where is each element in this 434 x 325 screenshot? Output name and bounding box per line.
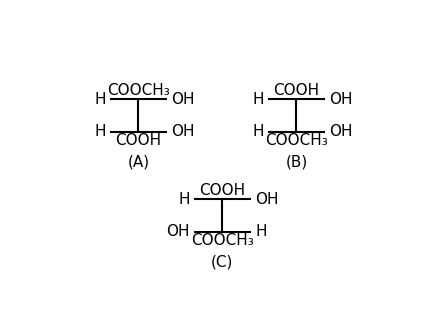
Text: COOCH₃: COOCH₃ bbox=[191, 233, 254, 248]
Text: OH: OH bbox=[329, 124, 352, 139]
Text: OH: OH bbox=[171, 124, 194, 139]
Text: H: H bbox=[252, 124, 264, 139]
Text: (A): (A) bbox=[127, 154, 149, 169]
Text: COOCH₃: COOCH₃ bbox=[265, 133, 328, 148]
Text: OH: OH bbox=[166, 224, 190, 239]
Text: COOH: COOH bbox=[273, 83, 319, 98]
Text: OH: OH bbox=[329, 92, 352, 107]
Text: H: H bbox=[178, 192, 190, 207]
Text: OH: OH bbox=[171, 92, 194, 107]
Text: H: H bbox=[255, 224, 266, 239]
Text: (C): (C) bbox=[211, 254, 233, 269]
Text: H: H bbox=[94, 92, 106, 107]
Text: COOH: COOH bbox=[199, 183, 246, 198]
Text: OH: OH bbox=[255, 192, 279, 207]
Text: (B): (B) bbox=[285, 154, 308, 169]
Text: COOH: COOH bbox=[115, 133, 161, 148]
Text: H: H bbox=[252, 92, 264, 107]
Text: H: H bbox=[94, 124, 106, 139]
Text: COOCH₃: COOCH₃ bbox=[107, 83, 170, 98]
